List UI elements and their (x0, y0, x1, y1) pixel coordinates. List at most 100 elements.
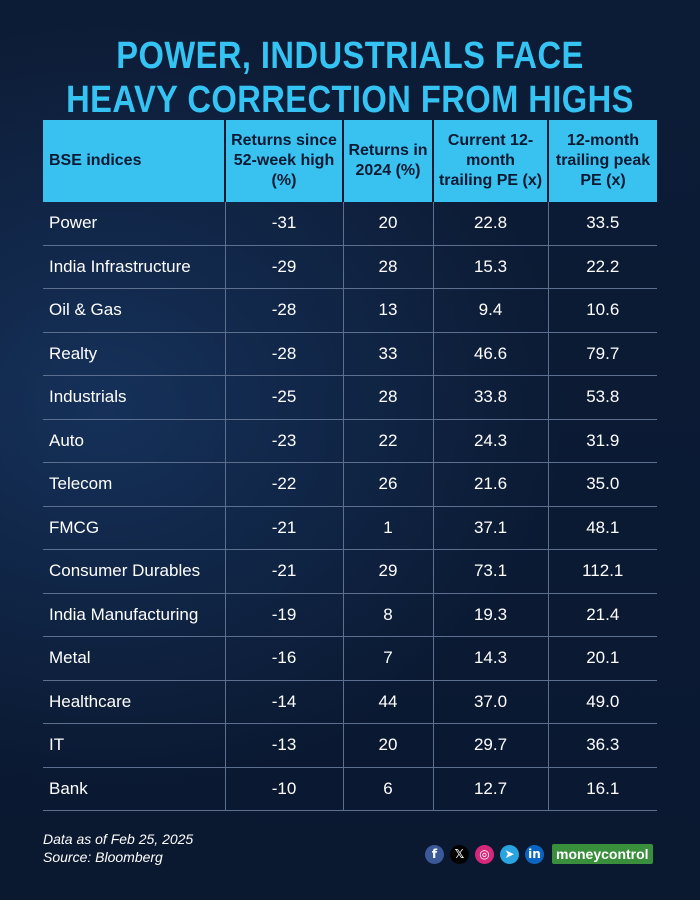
value-cell: 33.5 (548, 202, 657, 246)
table-row: India Manufacturing -19 8 19.3 21.4 (43, 593, 657, 637)
instagram-icon[interactable]: ◎ (475, 844, 494, 864)
value-cell: 44 (343, 680, 434, 724)
value-cell: 22.2 (548, 245, 657, 289)
index-name-cell: Power (43, 202, 226, 246)
value-cell: 112.1 (548, 549, 657, 594)
index-name-cell: Industrials (43, 375, 226, 420)
table-row: Healthcare -14 44 37.0 49.0 (43, 680, 657, 724)
value-cell: 12.7 (433, 767, 549, 811)
title-line-2: HEAVY CORRECTION FROM HIGHS (66, 79, 634, 121)
value-cell: 6 (343, 767, 434, 811)
value-cell: 8 (343, 593, 434, 637)
index-name-cell: Bank (43, 767, 226, 811)
x-icon[interactable]: 𝕏 (450, 844, 469, 864)
value-cell: -19 (225, 593, 344, 637)
value-cell: 20.1 (548, 636, 657, 681)
table-header-row: BSE indices Returns since 52-week high (… (43, 120, 657, 202)
table-body: Power -31 20 22.8 33.5 India Infrastructure -2… (43, 202, 657, 811)
title-line-1: POWER, INDUSTRIALS FACE (116, 35, 584, 77)
value-cell: 33.8 (433, 375, 549, 420)
value-cell: 9.4 (433, 288, 549, 333)
value-cell: 22.8 (433, 202, 549, 246)
social-links: f 𝕏 ◎ ➤ in moneycontrol (425, 843, 653, 865)
table-row: Industrials -25 28 33.8 53.8 (43, 375, 657, 420)
column-header: Returns since 52-week high (%) (225, 120, 344, 202)
data-table: BSE indices Returns since 52-week high (… (43, 120, 657, 811)
value-cell: 7 (343, 636, 434, 681)
index-name-cell: Auto (43, 419, 226, 463)
value-cell: -22 (225, 462, 344, 507)
column-header: Current 12-month trailing PE (x) (433, 120, 549, 202)
value-cell: -28 (225, 332, 344, 376)
value-cell: 29.7 (433, 723, 549, 768)
page-title: POWER, INDUSTRIALS FACE HEAVY CORRECTION… (49, 34, 651, 122)
value-cell: -29 (225, 245, 344, 289)
index-name-cell: IT (43, 723, 226, 768)
value-cell: 53.8 (548, 375, 657, 420)
value-cell: -31 (225, 202, 344, 246)
linkedin-icon[interactable]: in (525, 844, 544, 864)
table-row: India Infrastructure -29 28 15.3 22.2 (43, 245, 657, 289)
table-row: Oil & Gas -28 13 9.4 10.6 (43, 288, 657, 333)
value-cell: 79.7 (548, 332, 657, 376)
value-cell: 73.1 (433, 549, 549, 594)
value-cell: 20 (343, 202, 434, 246)
table-row: IT -13 20 29.7 36.3 (43, 723, 657, 768)
value-cell: 26 (343, 462, 434, 507)
index-name-cell: Telecom (43, 462, 226, 507)
table-row: Metal -16 7 14.3 20.1 (43, 636, 657, 681)
date-note: Data as of Feb 25, 2025 (43, 831, 194, 847)
value-cell: 22 (343, 419, 434, 463)
value-cell: 46.6 (433, 332, 549, 376)
column-header: BSE indices (43, 120, 226, 202)
index-name-cell: FMCG (43, 506, 226, 550)
value-cell: 28 (343, 245, 434, 289)
brand-logo: moneycontrol (552, 844, 653, 864)
value-cell: 1 (343, 506, 434, 550)
value-cell: 15.3 (433, 245, 549, 289)
index-name-cell: India Manufacturing (43, 593, 226, 637)
value-cell: -21 (225, 506, 344, 550)
value-cell: -28 (225, 288, 344, 333)
index-name-cell: Consumer Durables (43, 549, 226, 594)
value-cell: 37.1 (433, 506, 549, 550)
value-cell: 33 (343, 332, 434, 376)
value-cell: 24.3 (433, 419, 549, 463)
value-cell: 28 (343, 375, 434, 420)
table-row: Power -31 20 22.8 33.5 (43, 202, 657, 246)
value-cell: 10.6 (548, 288, 657, 333)
value-cell: 36.3 (548, 723, 657, 768)
value-cell: 13 (343, 288, 434, 333)
value-cell: -25 (225, 375, 344, 420)
value-cell: 14.3 (433, 636, 549, 681)
value-cell: 48.1 (548, 506, 657, 550)
value-cell: -14 (225, 680, 344, 724)
value-cell: -23 (225, 419, 344, 463)
table-row: Auto -23 22 24.3 31.9 (43, 419, 657, 463)
table-row: FMCG -21 1 37.1 48.1 (43, 506, 657, 550)
value-cell: 21.6 (433, 462, 549, 507)
footnote: Data as of Feb 25, 2025 Source: Bloomber… (43, 830, 193, 866)
value-cell: -21 (225, 549, 344, 594)
value-cell: 31.9 (548, 419, 657, 463)
value-cell: -16 (225, 636, 344, 681)
value-cell: -13 (225, 723, 344, 768)
telegram-icon[interactable]: ➤ (500, 844, 519, 864)
value-cell: 16.1 (548, 767, 657, 811)
index-name-cell: Realty (43, 332, 226, 376)
index-name-cell: Oil & Gas (43, 288, 226, 333)
column-header: Returns in 2024 (%) (343, 120, 434, 202)
table-row: Realty -28 33 46.6 79.7 (43, 332, 657, 376)
value-cell: 49.0 (548, 680, 657, 724)
facebook-icon[interactable]: f (425, 844, 444, 864)
value-cell: 19.3 (433, 593, 549, 637)
value-cell: 20 (343, 723, 434, 768)
value-cell: 37.0 (433, 680, 549, 724)
source-note: Source: Bloomberg (43, 849, 163, 865)
value-cell: 29 (343, 549, 434, 594)
value-cell: 35.0 (548, 462, 657, 507)
value-cell: -10 (225, 767, 344, 811)
column-header: 12-month trailing peak PE (x) (548, 120, 657, 202)
table-row: Consumer Durables -21 29 73.1 112.1 (43, 549, 657, 594)
value-cell: 21.4 (548, 593, 657, 637)
